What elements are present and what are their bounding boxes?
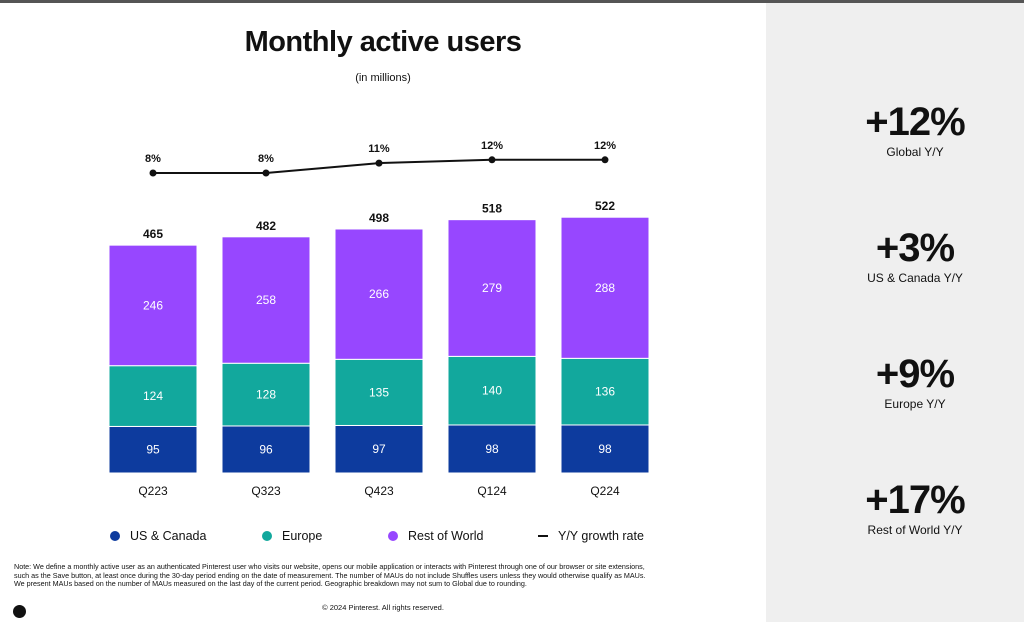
- segment-label: 98: [598, 442, 612, 456]
- pinterest-logo-icon: [13, 605, 26, 618]
- stat-label: Rest of World Y/Y: [867, 523, 963, 537]
- segment-label: 98: [485, 442, 499, 456]
- footnote: Note: We define a monthly active user as…: [14, 562, 646, 589]
- stat-rest-of-world: +17% Rest of World Y/Y: [766, 478, 1024, 537]
- segment-label: 136: [595, 385, 615, 399]
- subtitle: (in millions): [355, 72, 411, 84]
- bar-segment: [221, 425, 311, 474]
- segment-label: 279: [482, 281, 502, 295]
- legend-europe: Europe: [262, 529, 322, 543]
- top-border: [0, 0, 1024, 3]
- growth-point: [262, 169, 270, 177]
- bar-segment: [221, 362, 311, 427]
- growth-point: [149, 169, 157, 177]
- bar-segment: [447, 424, 537, 474]
- segment-label: 124: [143, 389, 163, 403]
- x-tick-label: Q224: [590, 484, 620, 498]
- segment-label: 288: [595, 281, 615, 295]
- bar-segment: [560, 424, 650, 474]
- stat-global: +12% Global Y/Y: [766, 100, 1024, 159]
- legend-growth-rate: Y/Y growth rate: [538, 529, 644, 543]
- bar-segment: [334, 358, 424, 426]
- legend-line-swatch: [538, 535, 548, 537]
- bar-segment: [447, 219, 537, 357]
- legend-swatch: [388, 531, 398, 541]
- bar-segment: [560, 216, 650, 359]
- segment-label: 128: [256, 388, 276, 402]
- segment-label: 266: [369, 287, 389, 301]
- segment-label: 97: [372, 442, 386, 456]
- legend-label: Rest of World: [408, 529, 484, 543]
- x-tick-label: Q423: [364, 484, 394, 498]
- stat-label: Europe Y/Y: [884, 397, 946, 411]
- total-label: 522: [595, 199, 615, 213]
- segment-label: 258: [256, 293, 276, 307]
- legend-rest-of-world: Rest of World: [388, 529, 484, 543]
- stat-value: +17%: [865, 478, 965, 522]
- bar-segment: [108, 365, 198, 427]
- segment-label: 135: [369, 385, 389, 399]
- stat-europe: +9% Europe Y/Y: [766, 352, 1024, 411]
- legend-us-canada: US & Canada: [110, 529, 206, 543]
- growth-label: 11%: [368, 143, 390, 155]
- growth-label: 8%: [258, 153, 274, 165]
- stat-value: +9%: [875, 352, 955, 396]
- legend-label: Europe: [282, 529, 323, 543]
- legend-swatch: [110, 531, 120, 541]
- bar-segment: [108, 425, 198, 474]
- segment-label: 95: [146, 443, 160, 457]
- segment-label: 96: [259, 442, 273, 456]
- growth-label: 8%: [145, 153, 161, 165]
- legend-label: Y/Y growth rate: [558, 529, 644, 543]
- bar-segment: [334, 228, 424, 360]
- x-tick-label: Q124: [477, 484, 507, 498]
- stat-us-canada: +3% US & Canada Y/Y: [766, 226, 1024, 285]
- growth-label: 12%: [594, 140, 616, 152]
- growth-label: 12%: [481, 140, 503, 152]
- legend-label: US & Canada: [130, 529, 207, 543]
- stat-value: +12%: [865, 100, 965, 144]
- stat-label: Global Y/Y: [886, 145, 944, 159]
- bar-segment: [447, 355, 537, 426]
- growth-point: [375, 159, 383, 167]
- bar-segment: [108, 244, 198, 367]
- segment-label: 140: [482, 384, 502, 398]
- copyright: © 2024 Pinterest. All rights reserved.: [322, 603, 444, 612]
- growth-point: [601, 156, 609, 164]
- stat-value: +3%: [875, 226, 955, 270]
- x-tick-label: Q223: [138, 484, 168, 498]
- growth-point: [488, 156, 496, 164]
- stat-label: US & Canada Y/Y: [867, 271, 963, 285]
- total-label: 482: [256, 219, 276, 233]
- bar-segment: [221, 236, 311, 364]
- page-title: Monthly active users: [244, 26, 522, 58]
- total-label: 498: [369, 211, 389, 225]
- x-tick-label: Q323: [251, 484, 281, 498]
- segment-label: 246: [143, 298, 163, 312]
- stacked-bar-chart: 95 124 246 465 Q223 96 128 258 482 Q323 97 135 266 49…: [108, 140, 650, 498]
- total-label: 518: [482, 202, 502, 216]
- legend-swatch: [262, 531, 272, 541]
- total-label: 465: [143, 227, 163, 241]
- stats-panel: [766, 3, 1024, 622]
